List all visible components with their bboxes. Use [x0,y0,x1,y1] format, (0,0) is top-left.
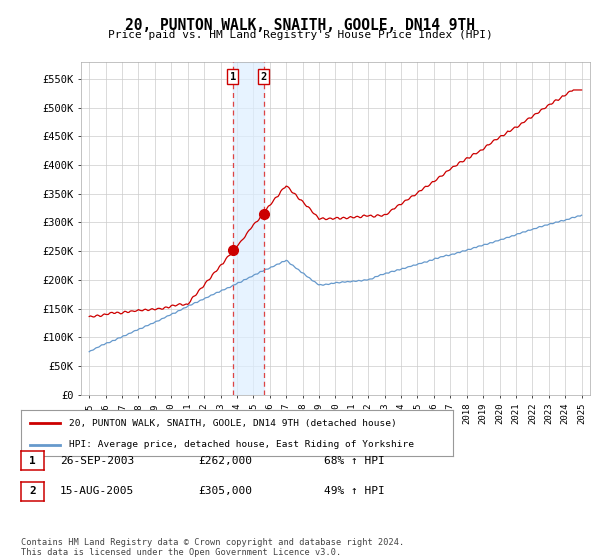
Text: 20, PUNTON WALK, SNAITH, GOOLE, DN14 9TH: 20, PUNTON WALK, SNAITH, GOOLE, DN14 9TH [125,18,475,33]
Text: Contains HM Land Registry data © Crown copyright and database right 2024.
This d: Contains HM Land Registry data © Crown c… [21,538,404,557]
Bar [233,62,263,395]
Text: £305,000: £305,000 [198,486,252,496]
Text: £262,000: £262,000 [198,456,252,466]
Text: 2: 2 [29,486,36,496]
Text: 68% ↑ HPI: 68% ↑ HPI [324,456,385,466]
Text: 26-SEP-2003: 26-SEP-2003 [60,456,134,466]
Text: Price paid vs. HM Land Registry's House Price Index (HPI): Price paid vs. HM Land Registry's House … [107,30,493,40]
Text: 49% ↑ HPI: 49% ↑ HPI [324,486,385,496]
Text: 20, PUNTON WALK, SNAITH, GOOLE, DN14 9TH (detached house): 20, PUNTON WALK, SNAITH, GOOLE, DN14 9TH… [68,419,396,428]
Text: 2: 2 [260,72,266,82]
Text: 15-AUG-2005: 15-AUG-2005 [60,486,134,496]
Text: HPI: Average price, detached house, East Riding of Yorkshire: HPI: Average price, detached house, East… [68,440,413,450]
Text: 1: 1 [230,72,236,82]
Text: 1: 1 [29,456,36,466]
